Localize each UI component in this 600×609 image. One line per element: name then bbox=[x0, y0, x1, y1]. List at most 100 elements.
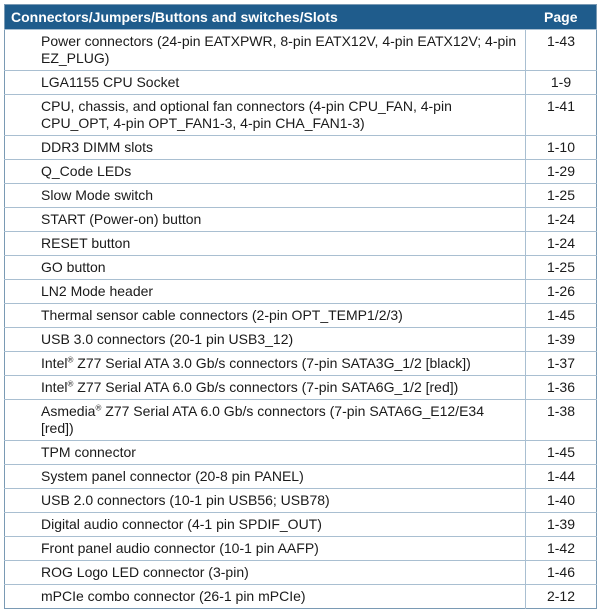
row-page: 1-38 bbox=[525, 399, 597, 441]
row-brand: Intel bbox=[41, 355, 68, 371]
row-description: 11.Thermal sensor cable connectors (2-pi… bbox=[4, 303, 526, 328]
table-row: 16.TPM connector 1-45 bbox=[0, 440, 597, 465]
row-text: LGA1155 CPU Socket bbox=[41, 74, 180, 90]
row-item: 13.Intel® Z77 Serial ATA 3.0 Gb/s connec… bbox=[0, 355, 519, 372]
row-number: 9. bbox=[11, 259, 41, 276]
row-text: GO button bbox=[41, 259, 106, 275]
row-page: 1-42 bbox=[525, 536, 597, 561]
table-body: 1.Power connectors (24-pin EATXPWR, 8-pi… bbox=[0, 29, 597, 609]
table-row: 22.mPCIe combo connector (26-1 pin mPCIe… bbox=[0, 584, 597, 609]
row-description: 8.RESET button bbox=[4, 231, 526, 256]
row-number: 15. bbox=[0, 403, 41, 420]
row-page: 1-45 bbox=[525, 303, 597, 328]
row-number: 3. bbox=[11, 98, 41, 115]
row-text: START (Power-on) button bbox=[41, 211, 202, 227]
table-row: 5.Q_Code LEDs 1-29 bbox=[4, 159, 597, 184]
connector-table-container: Connectors/Jumpers/Buttons and switches/… bbox=[0, 4, 597, 609]
row-page: 1-36 bbox=[525, 375, 597, 400]
table-row: 10.LN2 Mode header 1-26 bbox=[0, 279, 597, 304]
row-number: 14. bbox=[0, 379, 41, 396]
row-number: 5. bbox=[11, 163, 41, 180]
row-item: 6.Slow Mode switch bbox=[11, 187, 519, 204]
row-page: 1-46 bbox=[525, 560, 597, 585]
row-number: 6. bbox=[11, 187, 41, 204]
row-description: 21.ROG Logo LED connector (3-pin) bbox=[0, 560, 526, 585]
row-text: Power connectors (24-pin EATXPWR, 8-pin … bbox=[41, 33, 517, 66]
row-page: 1-9 bbox=[525, 70, 597, 95]
row-item: 20.Front panel audio connector (10-1 pin… bbox=[0, 540, 519, 557]
row-number: 13. bbox=[0, 355, 41, 372]
row-item: 16.TPM connector bbox=[0, 444, 519, 461]
row-item: 7.START (Power-on) button bbox=[11, 211, 519, 228]
row-page: 1-45 bbox=[525, 440, 597, 465]
row-description: 9.GO button bbox=[4, 255, 526, 280]
row-item: 5.Q_Code LEDs bbox=[11, 163, 519, 180]
row-text: ROG Logo LED connector (3-pin) bbox=[41, 564, 249, 580]
table-row: 15.Asmedia® Z77 Serial ATA 6.0 Gb/s conn… bbox=[0, 399, 597, 441]
row-description: 16.TPM connector bbox=[0, 440, 526, 465]
row-item: 1.Power connectors (24-pin EATXPWR, 8-pi… bbox=[11, 33, 519, 67]
table-row: 3.CPU, chassis, and optional fan connect… bbox=[4, 94, 597, 136]
row-item: 19.Digital audio connector (4-1 pin SPDI… bbox=[0, 516, 519, 533]
row-page: 1-24 bbox=[525, 231, 597, 256]
row-number: 22. bbox=[0, 588, 41, 605]
row-number: 7. bbox=[11, 211, 41, 228]
row-item: 14.Intel® Z77 Serial ATA 6.0 Gb/s connec… bbox=[0, 379, 519, 396]
row-page: 1-37 bbox=[525, 351, 597, 376]
row-page: 1-25 bbox=[525, 183, 597, 208]
table-row: 7.START (Power-on) button 1-24 bbox=[4, 207, 597, 232]
row-text: DDR3 DIMM slots bbox=[41, 139, 154, 155]
row-page: 1-25 bbox=[525, 255, 597, 280]
row-brand: Intel bbox=[41, 379, 68, 395]
row-item: 8.RESET button bbox=[11, 235, 519, 252]
row-page: 1-41 bbox=[525, 94, 597, 136]
row-text: Z77 Serial ATA 3.0 Gb/s connectors (7-pi… bbox=[73, 355, 471, 371]
row-item: 10.LN2 Mode header bbox=[0, 283, 519, 300]
row-description: 6.Slow Mode switch bbox=[4, 183, 526, 208]
row-text: Z77 Serial ATA 6.0 Gb/s connectors (7-pi… bbox=[41, 403, 484, 436]
row-page: 1-39 bbox=[525, 327, 597, 352]
row-description: 19.Digital audio connector (4-1 pin SPDI… bbox=[0, 512, 526, 537]
table-row: 9.GO button 1-25 bbox=[4, 255, 597, 280]
table-row: 19.Digital audio connector (4-1 pin SPDI… bbox=[0, 512, 597, 537]
header-page: Page bbox=[525, 4, 597, 30]
table-row: 11.Thermal sensor cable connectors (2-pi… bbox=[4, 303, 597, 328]
table-row: 17.System panel connector (20-8 pin PANE… bbox=[0, 464, 597, 489]
row-item: 17.System panel connector (20-8 pin PANE… bbox=[0, 468, 519, 485]
row-brand: Asmedia bbox=[41, 403, 96, 419]
row-text: RESET button bbox=[41, 235, 131, 251]
table-row: 1.Power connectors (24-pin EATXPWR, 8-pi… bbox=[4, 29, 597, 71]
table-row: 4.DDR3 DIMM slots 1-10 bbox=[4, 135, 597, 160]
row-description: 7.START (Power-on) button bbox=[4, 207, 526, 232]
row-description: 10.LN2 Mode header bbox=[0, 279, 526, 304]
row-description: 18.USB 2.0 connectors (10-1 pin USB56; U… bbox=[0, 488, 526, 513]
row-page: 1-43 bbox=[525, 29, 597, 71]
table-row: 14.Intel® Z77 Serial ATA 6.0 Gb/s connec… bbox=[0, 375, 597, 400]
row-text: Q_Code LEDs bbox=[41, 163, 132, 179]
row-number: 20. bbox=[0, 540, 41, 557]
row-text: Thermal sensor cable connectors (2-pin O… bbox=[41, 307, 403, 323]
row-number: 12. bbox=[0, 331, 41, 348]
row-text: LN2 Mode header bbox=[41, 283, 154, 299]
row-item: 15.Asmedia® Z77 Serial ATA 6.0 Gb/s conn… bbox=[0, 403, 519, 437]
row-description: 22.mPCIe combo connector (26-1 pin mPCIe… bbox=[0, 584, 526, 609]
row-number: 4. bbox=[11, 139, 41, 156]
table-row: 13.Intel® Z77 Serial ATA 3.0 Gb/s connec… bbox=[0, 351, 597, 376]
row-item: 3.CPU, chassis, and optional fan connect… bbox=[11, 98, 519, 132]
row-text: Digital audio connector (4-1 pin SPDIF_O… bbox=[41, 516, 322, 532]
row-text: Front panel audio connector (10-1 pin AA… bbox=[41, 540, 319, 556]
table-row: 2.LGA1155 CPU Socket 1-9 bbox=[4, 70, 597, 95]
row-item: 4.DDR3 DIMM slots bbox=[11, 139, 519, 156]
row-item: 18.USB 2.0 connectors (10-1 pin USB56; U… bbox=[0, 492, 519, 509]
row-text: Z77 Serial ATA 6.0 Gb/s connectors (7-pi… bbox=[73, 379, 459, 395]
table-row: 6.Slow Mode switch 1-25 bbox=[4, 183, 597, 208]
row-text: USB 3.0 connectors (20-1 pin USB3_12) bbox=[41, 331, 294, 347]
connector-table: Connectors/Jumpers/Buttons and switches/… bbox=[0, 4, 597, 609]
table-header-row: Connectors/Jumpers/Buttons and switches/… bbox=[4, 4, 597, 30]
row-page: 1-44 bbox=[525, 464, 597, 489]
row-number: 8. bbox=[11, 235, 41, 252]
row-page: 1-39 bbox=[525, 512, 597, 537]
row-description: 12.USB 3.0 connectors (20-1 pin USB3_12) bbox=[0, 327, 526, 352]
row-description: 5.Q_Code LEDs bbox=[4, 159, 526, 184]
table-row: 20.Front panel audio connector (10-1 pin… bbox=[0, 536, 597, 561]
